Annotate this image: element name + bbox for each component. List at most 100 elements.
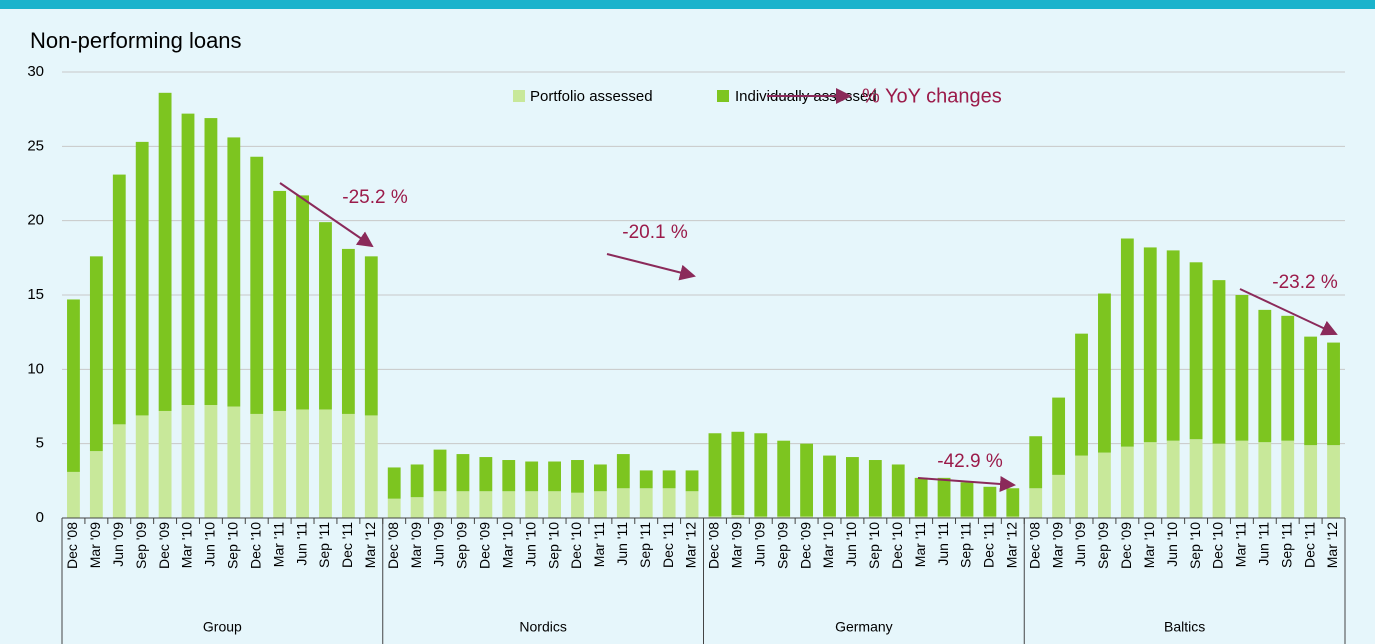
x-tick-label: Mar '09 bbox=[408, 522, 424, 568]
bar-segment bbox=[616, 454, 630, 489]
bar-segment bbox=[250, 413, 264, 518]
bar-segment bbox=[1098, 452, 1111, 518]
bar-segment bbox=[593, 464, 607, 492]
bar-segment bbox=[823, 516, 836, 518]
bar-segment bbox=[158, 410, 172, 518]
bar-segment bbox=[639, 470, 653, 489]
x-tick-label: Mar '10 bbox=[499, 522, 515, 568]
bar-segment bbox=[410, 497, 424, 518]
bar-segment bbox=[502, 491, 516, 518]
x-tick-label: Dec '10 bbox=[247, 522, 263, 569]
trend-arrow bbox=[279, 182, 374, 248]
x-tick-label: Dec '09 bbox=[1118, 522, 1134, 569]
x-tick-label: Mar '12 bbox=[362, 522, 378, 568]
bar-segment bbox=[914, 477, 928, 517]
bar-segment bbox=[89, 451, 103, 518]
y-tick-label: 25 bbox=[27, 137, 44, 154]
bar-segment bbox=[1120, 446, 1134, 518]
bar-segment bbox=[1212, 443, 1226, 518]
bar-segment bbox=[341, 413, 355, 518]
x-tick-label: Sep '11 bbox=[958, 522, 974, 568]
bar-segment bbox=[960, 482, 974, 517]
bar-segment bbox=[410, 464, 424, 498]
bar-segment bbox=[548, 461, 561, 492]
x-tick-label: Jun '09 bbox=[110, 522, 126, 567]
bar-segment bbox=[204, 405, 218, 518]
bar-segment bbox=[112, 424, 126, 518]
trend-arrow bbox=[1239, 288, 1338, 336]
bar-segment bbox=[1281, 315, 1295, 441]
x-tick-label: Jun '11 bbox=[293, 522, 309, 566]
x-tick-label: Dec '09 bbox=[477, 522, 493, 569]
x-tick-label: Jun '09 bbox=[431, 522, 447, 567]
legend-swatch bbox=[717, 90, 729, 102]
bar-segment bbox=[89, 256, 103, 452]
bar-segment bbox=[662, 470, 676, 489]
legend-swatch bbox=[513, 90, 525, 102]
annotation: -25.2 % bbox=[342, 187, 408, 208]
bar-segment bbox=[1235, 295, 1249, 441]
bar-segment bbox=[1120, 238, 1134, 447]
bar-segment bbox=[319, 409, 332, 518]
bar-segment bbox=[319, 222, 332, 410]
x-tick-label: Mar '09 bbox=[87, 522, 103, 568]
bar-segment bbox=[571, 492, 584, 518]
bar-segment bbox=[983, 486, 997, 517]
bar-segment bbox=[777, 516, 791, 518]
x-tick-label: Mar '12 bbox=[683, 522, 699, 568]
x-tick-label: Sep '10 bbox=[1187, 522, 1203, 569]
bar-segment bbox=[296, 195, 309, 410]
bar-segment bbox=[914, 516, 928, 518]
annotation: -42.9 % bbox=[937, 451, 1003, 472]
x-tick-label: Sep '10 bbox=[866, 522, 882, 569]
bar-segment bbox=[227, 137, 241, 407]
x-tick-label: Jun '10 bbox=[843, 522, 859, 567]
bar-segment bbox=[616, 488, 630, 518]
x-tick-label: Mar '11 bbox=[591, 522, 607, 567]
x-tick-label: Mar '11 bbox=[1233, 522, 1249, 567]
bar-segment bbox=[1189, 439, 1203, 518]
x-tick-label: Jun '11 bbox=[614, 522, 630, 566]
bar-segment bbox=[525, 491, 539, 518]
y-tick-label: 10 bbox=[27, 360, 44, 377]
x-tick-label: Mar '12 bbox=[1324, 522, 1340, 568]
bar-segment bbox=[135, 415, 149, 518]
x-tick-label: Sep '10 bbox=[545, 522, 561, 569]
x-tick-label: Dec '11 bbox=[339, 522, 355, 568]
x-tick-label: Jun '10 bbox=[202, 522, 218, 567]
y-tick-label: 0 bbox=[36, 509, 44, 526]
bar-segment bbox=[204, 118, 218, 406]
bar-segment bbox=[891, 516, 905, 518]
bar-segment bbox=[1075, 455, 1088, 518]
bar-segment bbox=[846, 457, 859, 517]
bar-segment bbox=[135, 141, 149, 416]
bar-segment bbox=[1143, 442, 1157, 518]
chart-title: Non-performing loans bbox=[30, 28, 242, 53]
annotation: -23.2 % bbox=[1272, 272, 1338, 293]
bar-segment bbox=[1029, 488, 1043, 518]
bar-segment bbox=[296, 409, 309, 518]
bar-segment bbox=[593, 491, 607, 518]
x-tick-label: Mar '10 bbox=[179, 522, 195, 568]
x-tick-label: Dec '09 bbox=[797, 522, 813, 569]
y-tick-label: 30 bbox=[27, 63, 44, 80]
bar-segment bbox=[273, 410, 287, 518]
bar-segment bbox=[708, 516, 722, 518]
bar-segment bbox=[1304, 445, 1318, 518]
y-tick-label: 20 bbox=[27, 212, 44, 229]
x-tick-label: Sep '10 bbox=[225, 522, 241, 569]
bar-segment bbox=[502, 460, 516, 492]
bar-segment bbox=[1258, 442, 1272, 518]
bar-segment bbox=[1258, 309, 1272, 443]
bar-segment bbox=[67, 299, 80, 472]
x-tick-label: Sep '11 bbox=[316, 522, 332, 568]
bar-segment bbox=[800, 516, 814, 518]
x-tick-label: Dec '11 bbox=[660, 522, 676, 568]
bar-segment bbox=[846, 516, 859, 518]
bar-segment bbox=[1098, 293, 1111, 453]
x-tick-label: Mar '11 bbox=[270, 522, 286, 567]
x-tick-label: Sep '09 bbox=[774, 522, 790, 569]
bar-segment bbox=[1052, 397, 1066, 475]
bar-segment bbox=[823, 455, 836, 517]
y-tick-label: 15 bbox=[27, 286, 44, 303]
